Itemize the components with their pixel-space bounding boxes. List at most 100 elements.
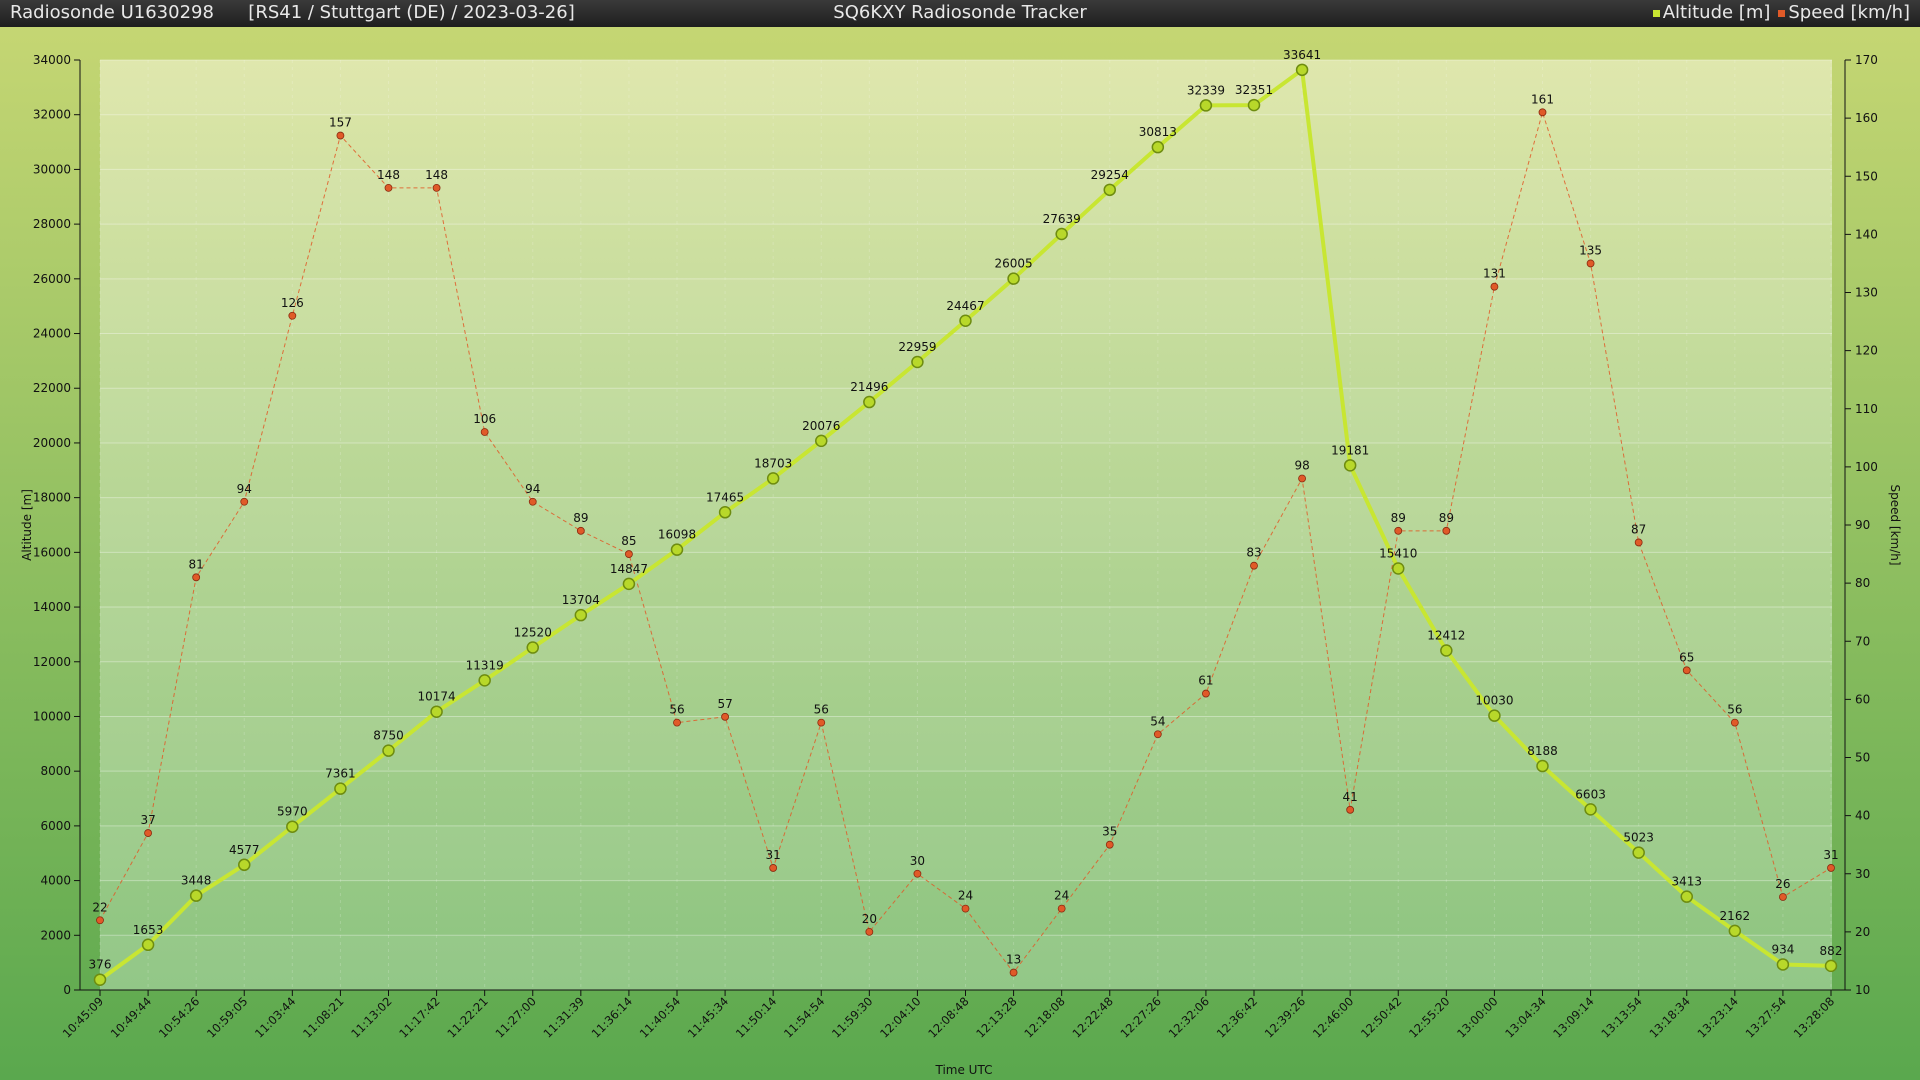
altitude-data-label: 18703 (754, 456, 792, 470)
grid-band (100, 388, 1832, 443)
altitude-point (478, 674, 491, 687)
speed-data-label: 57 (717, 697, 732, 711)
grid-band (100, 169, 1832, 225)
altitude-point (1632, 846, 1645, 859)
altitude-data-label: 27639 (1043, 212, 1081, 226)
plot-area (100, 60, 1832, 990)
sonde-details: [RS41 / Stuttgart (DE) / 2023-03-26] (248, 2, 575, 23)
altitude-data-label: 3413 (1671, 875, 1702, 889)
altitude-point (286, 820, 299, 833)
altitude-point (766, 472, 780, 485)
altitude-data-label: 20076 (802, 419, 840, 433)
speed-point (336, 131, 345, 140)
speed-point (1153, 730, 1162, 739)
altitude-point (959, 314, 972, 328)
speed-point (432, 183, 441, 192)
altitude-point (911, 355, 924, 369)
y2-tick-label: 30 (1855, 867, 1870, 881)
y-tick-label: 18000 (33, 491, 71, 505)
altitude-data-label: 29254 (1091, 168, 1129, 182)
y2-tick-label: 50 (1855, 751, 1870, 765)
speed-point (1202, 689, 1210, 698)
altitude-point (382, 744, 395, 757)
altitude-data-label: 882 (1820, 944, 1843, 958)
y-tick-label: 28000 (33, 217, 71, 231)
legend-item-speed[interactable]: Speed [km/h] (1778, 0, 1910, 26)
speed-data-label: 24 (1054, 889, 1069, 903)
y-tick-label: 14000 (33, 600, 71, 614)
grid-band (100, 935, 1832, 990)
altitude-data-label: 7361 (325, 767, 356, 781)
speed-point (1634, 538, 1643, 547)
speed-data-label: 20 (862, 912, 877, 926)
altitude-data-label: 12520 (514, 626, 552, 640)
altitude-data-label: 10030 (1475, 694, 1513, 708)
altitude-data-label: 376 (89, 958, 112, 972)
altitude-data-label: 26005 (994, 257, 1032, 271)
altitude-point (815, 434, 828, 448)
altitude-data-label: 8188 (1527, 744, 1558, 758)
x-axis-label: Time UTC (935, 1063, 993, 1077)
speed-point (1057, 904, 1066, 913)
y2-tick-label: 110 (1855, 402, 1878, 416)
speed-data-label: 94 (237, 482, 252, 496)
altitude-point (1007, 272, 1020, 285)
y-tick-label: 10000 (33, 709, 71, 723)
y2-tick-label: 90 (1855, 518, 1870, 532)
altitude-data-label: 13704 (562, 593, 600, 607)
legend-label-altitude: Altitude [m] (1662, 2, 1771, 23)
legend-item-altitude[interactable]: Altitude [m] (1652, 0, 1771, 26)
speed-data-label: 26 (1775, 877, 1790, 891)
altitude-point (1488, 709, 1501, 722)
y2-tick-label: 10 (1855, 983, 1870, 997)
grid-band (100, 497, 1832, 553)
altitude-point (526, 641, 539, 654)
altitude-data-label: 10174 (417, 690, 455, 704)
speed-point (1250, 561, 1258, 570)
legend-swatch-altitude (1652, 9, 1660, 17)
altitude-data-label: 17465 (706, 490, 744, 504)
altitude-data-label: 5023 (1623, 831, 1654, 845)
speed-point (1442, 526, 1451, 535)
speed-point (817, 718, 826, 727)
y2-tick-label: 80 (1855, 576, 1870, 590)
y2-tick-label: 100 (1855, 460, 1878, 474)
speed-data-label: 106 (473, 412, 496, 426)
speed-data-label: 41 (1343, 790, 1358, 804)
speed-data-label: 85 (621, 534, 636, 548)
speed-point (576, 526, 585, 535)
altitude-data-label: 1653 (133, 923, 164, 937)
speed-data-label: 161 (1531, 92, 1554, 106)
altitude-point (1728, 924, 1742, 938)
speed-data-label: 61 (1198, 674, 1213, 688)
altitude-point (1295, 63, 1309, 77)
altitude-point (141, 938, 155, 952)
sonde-id: Radiosonde U1630298 (10, 2, 214, 23)
speed-point (384, 183, 393, 192)
altitude-point (622, 577, 636, 591)
altitude-point (189, 889, 203, 902)
speed-data-label: 24 (958, 889, 973, 903)
altitude-point (1680, 890, 1693, 903)
y-tick-label: 22000 (33, 381, 71, 395)
y-tick-label: 16000 (33, 545, 71, 559)
altitude-data-label: 11319 (466, 658, 504, 672)
speed-point (1394, 526, 1403, 535)
speed-data-label: 31 (1823, 848, 1838, 862)
speed-data-label: 56 (814, 703, 829, 717)
speed-data-label: 126 (281, 296, 304, 310)
speed-data-label: 22 (92, 900, 107, 914)
altitude-point (670, 543, 684, 556)
altitude-point (863, 395, 876, 409)
altitude-point (1776, 958, 1790, 971)
speed-point (769, 864, 778, 872)
y2-tick-label: 70 (1855, 634, 1870, 648)
y2-tick-label: 160 (1855, 111, 1878, 125)
speed-data-label: 94 (525, 482, 540, 496)
y-tick-label: 30000 (33, 162, 71, 176)
speed-point (913, 869, 922, 878)
y-tick-label: 20000 (33, 436, 71, 450)
speed-data-label: 89 (1439, 511, 1454, 525)
y-axis-label: Altitude [m] (20, 489, 34, 561)
altitude-data-label: 934 (1771, 942, 1794, 956)
